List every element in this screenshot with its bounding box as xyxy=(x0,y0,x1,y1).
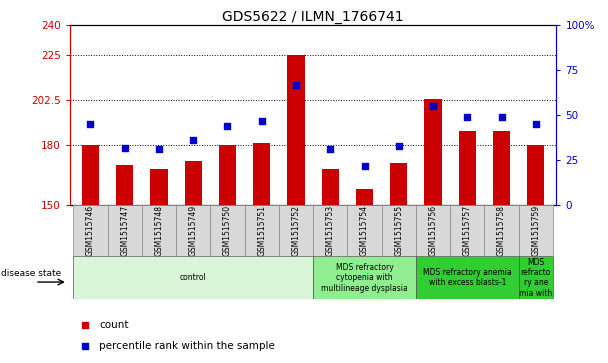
FancyBboxPatch shape xyxy=(313,256,416,299)
Text: MDS
refracto
ry ane
mia with: MDS refracto ry ane mia with xyxy=(519,258,553,298)
Point xyxy=(428,103,438,109)
Bar xyxy=(253,143,271,205)
Text: count: count xyxy=(99,321,129,330)
FancyBboxPatch shape xyxy=(244,205,279,256)
Bar xyxy=(493,131,510,205)
Text: GSM1515747: GSM1515747 xyxy=(120,205,130,256)
Text: GSM1515749: GSM1515749 xyxy=(188,205,198,256)
FancyBboxPatch shape xyxy=(416,205,450,256)
Bar xyxy=(458,131,476,205)
Text: GSM1515755: GSM1515755 xyxy=(394,205,403,256)
FancyBboxPatch shape xyxy=(519,205,553,256)
Text: MDS refractory
cytopenia with
multilineage dysplasia: MDS refractory cytopenia with multilinea… xyxy=(321,263,408,293)
Title: GDS5622 / ILMN_1766741: GDS5622 / ILMN_1766741 xyxy=(223,11,404,24)
Text: GSM1515759: GSM1515759 xyxy=(531,205,541,256)
Bar xyxy=(356,189,373,205)
Text: GSM1515756: GSM1515756 xyxy=(429,205,438,256)
FancyBboxPatch shape xyxy=(382,205,416,256)
FancyBboxPatch shape xyxy=(176,205,210,256)
Point xyxy=(325,147,335,152)
Text: GSM1515746: GSM1515746 xyxy=(86,205,95,256)
Text: disease state: disease state xyxy=(1,269,61,278)
Text: GSM1515750: GSM1515750 xyxy=(223,205,232,256)
Point xyxy=(80,343,89,349)
FancyBboxPatch shape xyxy=(347,205,382,256)
Text: GSM1515748: GSM1515748 xyxy=(154,205,164,256)
FancyBboxPatch shape xyxy=(279,205,313,256)
Point xyxy=(531,121,541,127)
Bar xyxy=(185,161,202,205)
FancyBboxPatch shape xyxy=(142,205,176,256)
Point xyxy=(463,114,472,120)
Text: GSM1515757: GSM1515757 xyxy=(463,205,472,256)
Bar xyxy=(150,169,168,205)
FancyBboxPatch shape xyxy=(450,205,485,256)
FancyBboxPatch shape xyxy=(74,205,108,256)
Text: control: control xyxy=(180,273,207,282)
Text: percentile rank within the sample: percentile rank within the sample xyxy=(99,341,275,351)
Text: GSM1515758: GSM1515758 xyxy=(497,205,506,256)
Point xyxy=(360,163,370,168)
Text: GSM1515753: GSM1515753 xyxy=(326,205,335,256)
Text: GSM1515752: GSM1515752 xyxy=(291,205,300,256)
Point xyxy=(188,138,198,143)
Text: GSM1515751: GSM1515751 xyxy=(257,205,266,256)
Bar xyxy=(219,145,236,205)
Bar xyxy=(390,163,407,205)
Bar xyxy=(424,99,441,205)
Point xyxy=(154,147,164,152)
Text: GSM1515754: GSM1515754 xyxy=(360,205,369,256)
Text: MDS refractory anemia
with excess blasts-1: MDS refractory anemia with excess blasts… xyxy=(423,268,512,287)
Point xyxy=(291,82,301,87)
FancyBboxPatch shape xyxy=(74,256,313,299)
Point xyxy=(257,118,266,123)
Bar xyxy=(322,169,339,205)
FancyBboxPatch shape xyxy=(519,256,553,299)
Bar xyxy=(288,55,305,205)
FancyBboxPatch shape xyxy=(108,205,142,256)
Point xyxy=(394,143,404,149)
FancyBboxPatch shape xyxy=(416,256,519,299)
FancyBboxPatch shape xyxy=(210,205,244,256)
Bar xyxy=(527,145,544,205)
FancyBboxPatch shape xyxy=(313,205,347,256)
Bar xyxy=(82,145,99,205)
Point xyxy=(80,322,89,328)
Bar xyxy=(116,165,133,205)
Point xyxy=(120,145,130,151)
Point xyxy=(86,121,95,127)
Point xyxy=(497,114,506,120)
Point xyxy=(223,123,232,129)
FancyBboxPatch shape xyxy=(485,205,519,256)
